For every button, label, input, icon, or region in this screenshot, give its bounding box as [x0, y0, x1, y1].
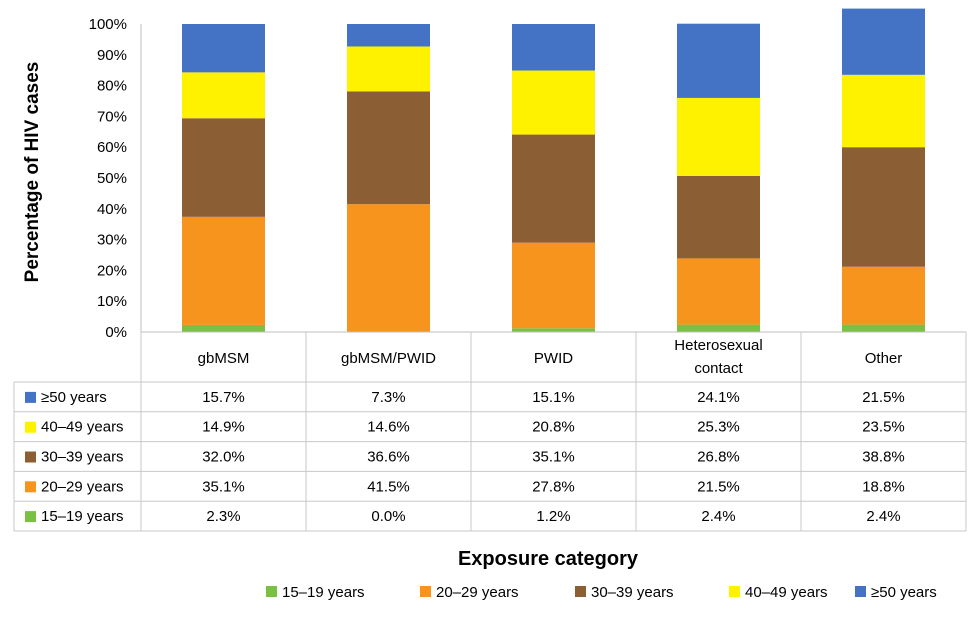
- bar-segment: [842, 266, 925, 325]
- y-axis-title: Percentage of HIV cases: [22, 62, 43, 283]
- y-tick-label: 70%: [97, 108, 127, 125]
- row-series-name: 15–19 years: [41, 508, 124, 525]
- data-label: 35.1%: [202, 478, 245, 495]
- x-category-label: Heterosexual: [674, 337, 762, 354]
- data-label: 27.8%: [532, 478, 575, 495]
- row-legend-swatch: [25, 451, 36, 463]
- axes-layer: 0% 10% 20% 30% 40% 50% 60% 70% 80% 90% 100%: [89, 16, 966, 341]
- bar-segment: [347, 204, 430, 332]
- data-label: 26.8%: [697, 449, 740, 466]
- bar-segment: [677, 97, 760, 176]
- y-tick-label: 20%: [97, 262, 127, 279]
- y-tick-label: 100%: [89, 16, 127, 33]
- bar-segment: [182, 24, 265, 73]
- bar-segment: [182, 72, 265, 119]
- row-legend-swatch: [25, 391, 36, 403]
- legend-label: 40–49 years: [745, 584, 828, 601]
- bar-segment: [347, 91, 430, 205]
- bar-segment: [842, 147, 925, 267]
- row-series-name: 30–39 years: [41, 449, 124, 466]
- bar-segment: [842, 8, 925, 75]
- data-label: 2.4%: [701, 508, 735, 525]
- data-label: 32.0%: [202, 449, 245, 466]
- data-label: 14.9%: [202, 419, 245, 436]
- x-category-label: PWID: [534, 350, 573, 367]
- data-label: 41.5%: [367, 478, 410, 495]
- bar-segment: [842, 74, 925, 148]
- data-label: 2.4%: [866, 508, 900, 525]
- bar-segment: [347, 46, 430, 92]
- legend: 15–19 years 20–29 years 30–39 years 40–49 y…: [266, 584, 937, 601]
- y-tick-label: 90%: [97, 47, 127, 64]
- legend-label: 30–39 years: [591, 584, 674, 601]
- legend-swatch: [266, 586, 277, 597]
- legend-label: 15–19 years: [282, 584, 365, 601]
- y-tick-label: 40%: [97, 201, 127, 218]
- row-legend-swatch: [25, 511, 36, 523]
- row-legend-swatch: [25, 421, 36, 433]
- bar-segment: [677, 258, 760, 325]
- x-axis-title: Exposure category: [458, 548, 639, 570]
- y-tick-label: 0%: [105, 324, 127, 341]
- data-label: 20.8%: [532, 419, 575, 436]
- bars-layer: [182, 8, 925, 332]
- bar-segment: [677, 23, 760, 98]
- data-label: 18.8%: [862, 478, 905, 495]
- data-label: 0.0%: [371, 508, 405, 525]
- row-legend-swatch: [25, 481, 36, 493]
- data-label: 35.1%: [532, 449, 575, 466]
- data-label: 14.6%: [367, 419, 410, 436]
- legend-label: 20–29 years: [436, 584, 519, 601]
- data-label: 24.1%: [697, 389, 740, 406]
- x-category-label: gbMSM/PWID: [341, 350, 436, 367]
- y-tick-label: 50%: [97, 170, 127, 187]
- bar-segment: [512, 70, 595, 135]
- bar-segment: [182, 118, 265, 217]
- legend-swatch: [855, 586, 866, 597]
- bar-segment: [182, 216, 265, 325]
- x-category-label: Other: [865, 350, 903, 367]
- data-label: 1.2%: [536, 508, 570, 525]
- bar-segment: [512, 24, 595, 71]
- row-series-name: ≥50 years: [41, 389, 107, 406]
- x-category-label: gbMSM: [198, 350, 250, 367]
- data-label: 2.3%: [206, 508, 240, 525]
- data-label: 25.3%: [697, 419, 740, 436]
- data-label: 15.7%: [202, 389, 245, 406]
- row-series-name: 20–29 years: [41, 478, 124, 495]
- data-label: 38.8%: [862, 449, 905, 466]
- bar-segment: [347, 24, 430, 47]
- data-label: 36.6%: [367, 449, 410, 466]
- bar-segment: [842, 324, 925, 332]
- bar-segment: [182, 324, 265, 332]
- bar-segment: [512, 134, 595, 243]
- data-label: 15.1%: [532, 389, 575, 406]
- legend-swatch: [575, 586, 586, 597]
- y-tick-label: 30%: [97, 232, 127, 249]
- y-tick-label: 80%: [97, 78, 127, 95]
- data-label: 21.5%: [697, 478, 740, 495]
- data-label: 21.5%: [862, 389, 905, 406]
- bar-segment: [677, 175, 760, 259]
- legend-swatch: [420, 586, 431, 597]
- data-label: 7.3%: [371, 389, 405, 406]
- x-category-label: contact: [694, 360, 743, 377]
- y-tick-label: 60%: [97, 139, 127, 156]
- data-table: gbMSM gbMSM/PWID PWID Heterosexual contact Ot…: [13, 332, 967, 532]
- legend-label: ≥50 years: [871, 584, 937, 601]
- legend-swatch: [729, 586, 740, 597]
- bar-segment: [512, 242, 595, 329]
- bar-segment: [677, 324, 760, 332]
- row-series-name: 40–49 years: [41, 419, 124, 436]
- y-tick-label: 10%: [97, 293, 127, 310]
- bar-segment: [512, 328, 595, 332]
- data-label: 23.5%: [862, 419, 905, 436]
